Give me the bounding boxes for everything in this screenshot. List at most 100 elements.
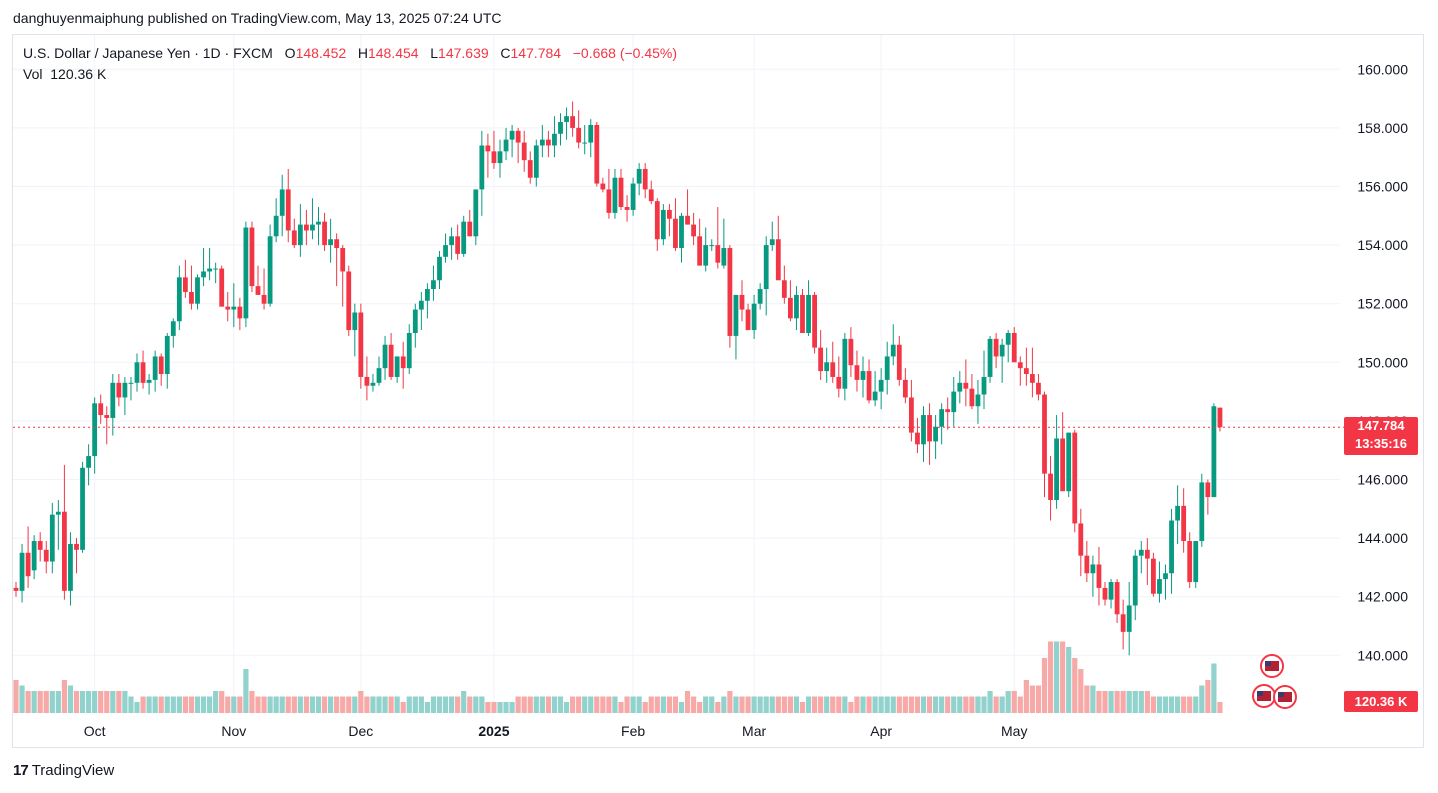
candle-body [630,183,636,210]
candle-body [582,142,588,144]
volume-bar [570,696,576,713]
candle-body [999,344,1005,357]
volume-bar [418,696,424,713]
volume-bar [55,691,61,713]
candle-body [74,543,79,550]
volume-bar [1187,696,1193,713]
candle-body [975,394,981,407]
volume-legend: Vol 120.36 K [23,66,106,82]
volume-bar [98,691,104,713]
volume-bar [582,696,588,713]
candle-body [285,189,291,231]
volume-bar [878,696,884,713]
candle-body [781,280,787,298]
candle-body [1023,368,1029,375]
volume-bar [896,696,902,713]
candle-body [116,382,122,398]
candle-body [673,218,678,249]
volume-bar [775,696,781,713]
volume-bar [866,696,872,713]
volume-bar [321,696,328,713]
candle-body [866,371,872,401]
volume-bar [67,685,74,713]
volume-bar [461,691,467,713]
candle-body [981,376,987,395]
candle-body [201,271,206,278]
volume-value: 120.36 K [50,66,107,82]
volume-bar [939,696,945,713]
candle-body [521,142,527,161]
price-badge: 147.784 13:35:16 [1344,417,1418,455]
candle-body [1017,362,1023,369]
candle-body [896,344,902,380]
volume-bar [1102,691,1108,713]
volume-bar [576,696,582,713]
candle-body [1120,614,1126,632]
volume-bar [678,702,685,713]
volume-bar [176,696,182,713]
volume-bar [733,696,739,713]
candle-body [19,552,25,591]
volume-bar [297,696,303,713]
candle-body [86,456,91,468]
candle-body [878,379,884,392]
volume-bar [945,696,951,713]
volume-bar [957,696,963,713]
candle-body [297,224,303,246]
volume-bar [146,696,152,713]
volume-bar [358,691,364,713]
candle-body [642,168,648,190]
candle-body [207,268,212,272]
candle-body [745,309,751,331]
candle-body [1132,555,1138,606]
volume-bar [618,702,624,713]
volume-label: Vol [23,66,43,82]
volume-bar [987,691,993,713]
candle-body [915,432,920,445]
candle-body [933,426,938,442]
candle-body [679,215,684,249]
candle-body [546,139,551,146]
volume-bar [975,696,981,713]
grid-lines [13,35,1340,713]
candle-body [800,294,805,333]
candle-body [957,382,963,392]
candle-body [1144,549,1150,559]
symbol-legend: U.S. Dollar / Japanese Yen · 1D · FXCM O… [23,45,677,61]
volume-bar [315,696,322,713]
candle-body [927,415,932,442]
volume-bar [926,696,933,713]
candle-body [273,215,279,237]
x-tick-label: May [1001,723,1027,739]
volume-bar [473,696,479,713]
volume-bar [243,669,249,713]
candle-body [443,245,448,257]
candle-body [951,391,957,413]
volume-bar [745,696,751,713]
flag-us-icon [1273,685,1297,709]
candle-body [1175,505,1180,521]
volume-bar [812,696,818,713]
candle-body [316,221,321,225]
candle-body [467,221,473,237]
volume-bar [666,696,672,713]
volume-bar [1035,685,1042,713]
candle-body [237,306,243,319]
candle-body [1138,549,1144,556]
volume-bar [1041,658,1048,713]
candle-body [80,467,85,550]
candle-body [110,382,116,418]
candle-body [558,122,563,134]
high-value: 148.454 [367,45,419,61]
volume-bar [781,696,787,713]
tradingview-brand[interactable]: 17 TradingView [13,762,114,779]
volume-bar [624,696,630,713]
change-value: −0.668 (−0.45%) [572,45,678,61]
candle-body [1169,520,1174,574]
candle-body [170,321,176,336]
candle-body [183,277,188,292]
volume-bar [920,696,927,713]
candle-body [594,124,600,184]
volume-bar [364,696,370,713]
